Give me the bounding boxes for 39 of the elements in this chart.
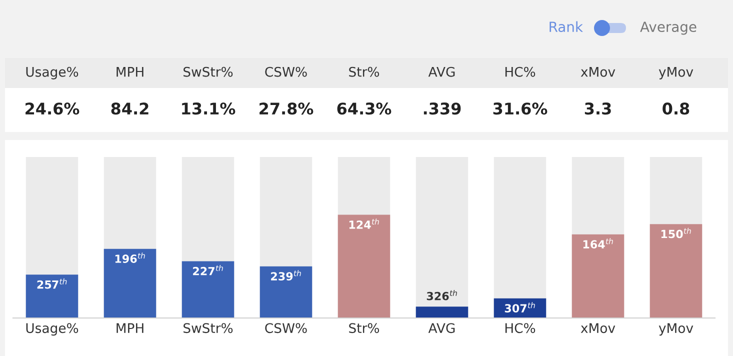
annotation: 307$^{th}$ [504,302,535,312]
category-label: yMov [658,67,694,80]
x-tick-label: AVG [428,323,455,334]
annotation: 326$^{th}$ [426,290,457,300]
text: 3.3 [584,102,611,115]
annotation: 257$^{th}$ [37,278,67,289]
annotation: 150$^{th}$ [661,228,691,238]
x-tick-label: xMov [580,323,616,334]
text: 64.3% [337,102,392,115]
category-label: Str% [349,66,380,77]
text: .339 [424,102,461,115]
category-label: AVG [428,66,455,77]
text: 84.2 [111,102,148,115]
text: 0.8 [662,102,690,115]
x-tick-label: Usage% [26,323,78,336]
category-label: MPH [116,67,144,77]
x-tick-label: yMov [658,323,694,336]
category-label: CSW% [265,66,307,77]
text: 24.6% [26,102,80,115]
bar [416,306,468,318]
text: 27.8% [260,102,314,115]
category-label: SwStr% [184,66,233,77]
category-label: Usage% [26,66,78,80]
category-label: xMov [580,67,616,77]
annotation: 196$^{th}$ [115,252,145,263]
x-tick-label: CSW% [265,323,307,334]
annotation: 124$^{th}$ [349,218,379,229]
x-tick-label: Str% [349,323,380,334]
text: 13.1% [182,102,236,115]
x-tick-label: SwStr% [184,323,233,334]
annotation: 164$^{th}$ [583,238,613,248]
annotation: 227$^{th}$ [193,265,223,276]
x-tick-label: HC% [505,323,536,334]
category-label: HC% [505,66,536,77]
text: 31.6% [493,102,548,115]
x-tick-label: MPH [116,323,144,333]
text: Average [640,22,696,35]
text: Rank [550,21,583,32]
annotation: 239$^{th}$ [271,270,301,280]
